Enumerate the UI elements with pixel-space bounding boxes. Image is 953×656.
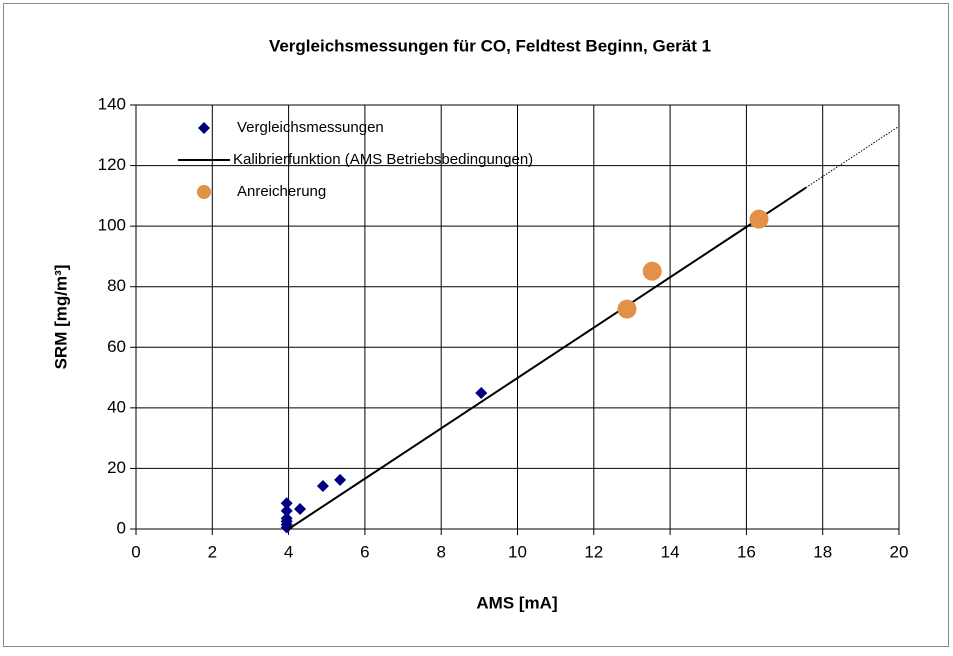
y-tick-label: 80: [107, 276, 126, 295]
x-tick-label: 10: [508, 542, 527, 561]
x-tick-label: 12: [584, 542, 603, 561]
legend-symbol: [198, 122, 210, 134]
diamond-marker: [280, 512, 293, 525]
diamond-marker: [280, 497, 293, 510]
diamond-marker: [280, 504, 293, 517]
diamond-marker: [316, 479, 329, 492]
x-tick-label: 4: [284, 542, 293, 561]
circle-marker: [642, 261, 662, 281]
legend-label: Anreicherung: [237, 183, 326, 200]
legend-symbol: [197, 185, 211, 199]
y-axis-title: SRM [mg/m³]: [51, 265, 70, 370]
y-tick-label: 20: [107, 458, 126, 477]
chart-title: Vergleichsmessungen für CO, Feldtest Beg…: [269, 36, 711, 55]
y-tick-label: 100: [98, 216, 126, 235]
x-tick-label: 0: [131, 542, 140, 561]
diamond-marker: [334, 473, 347, 486]
y-tick-label: 60: [107, 337, 126, 356]
calibration-line: [288, 186, 807, 530]
x-tick-label: 8: [436, 542, 445, 561]
legend-label: Vergleichsmessungen: [237, 119, 384, 136]
x-tick-label: 18: [813, 542, 832, 561]
x-tick-label: 2: [208, 542, 217, 561]
y-tick-label: 40: [107, 397, 126, 416]
legend-label: Kalibrierfunktion (AMS Betriebsbedingung…: [233, 151, 533, 168]
y-tick-label: 0: [117, 518, 126, 537]
plot-border: [135, 104, 900, 530]
x-tick-label: 6: [360, 542, 369, 561]
x-tick-label: 20: [890, 542, 909, 561]
diamond-marker: [475, 387, 488, 400]
x-tick-label: 16: [737, 542, 756, 561]
y-tick-label: 120: [98, 155, 126, 174]
circle-marker: [749, 209, 769, 229]
x-axis-title: AMS [mA]: [476, 593, 557, 612]
x-tick-label: 14: [661, 542, 680, 561]
y-tick-label: 140: [98, 94, 126, 113]
calibration-extrapolation: [805, 125, 900, 189]
diamond-marker: [294, 503, 307, 516]
circle-marker: [617, 299, 637, 319]
